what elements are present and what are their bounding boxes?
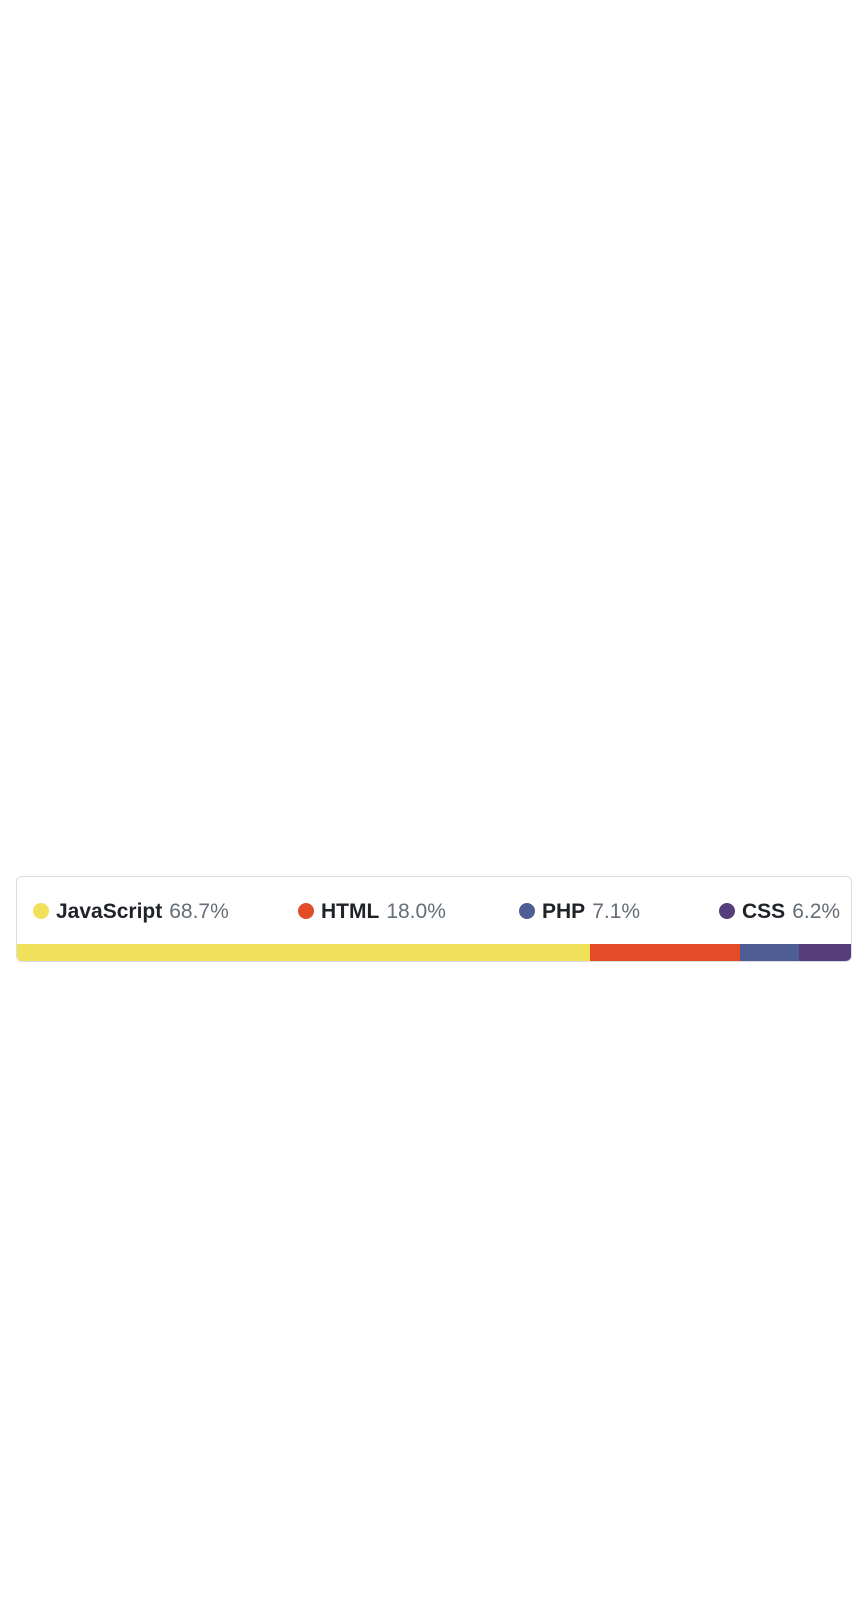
language-percent: 68.7% [169,899,229,923]
language-item-php[interactable]: PHP 7.1% [519,877,640,945]
language-item-css[interactable]: CSS 6.2% [719,877,840,945]
languages-legend: JavaScript 68.7% HTML 18.0% PHP 7.1% CSS… [17,877,851,945]
language-percent: 18.0% [386,899,446,923]
bar-segment-php[interactable] [740,944,800,961]
language-progress-bar [17,944,851,961]
html-color-dot-icon [298,903,314,919]
language-percent: 6.2% [792,899,841,923]
language-item-javascript[interactable]: JavaScript 68.7% [33,877,229,945]
language-name: JavaScript [56,899,163,923]
css-color-dot-icon [719,903,735,919]
javascript-color-dot-icon [33,903,49,919]
bar-segment-css[interactable] [799,944,851,961]
language-name: HTML [321,899,380,923]
php-color-dot-icon [519,903,535,919]
languages-card: JavaScript 68.7% HTML 18.0% PHP 7.1% CSS… [16,876,852,962]
language-item-html[interactable]: HTML 18.0% [298,877,446,945]
language-percent: 7.1% [592,899,641,923]
bar-segment-javascript[interactable] [17,944,590,961]
bar-segment-html[interactable] [589,944,741,961]
language-name: CSS [742,899,786,923]
language-name: PHP [542,899,586,923]
